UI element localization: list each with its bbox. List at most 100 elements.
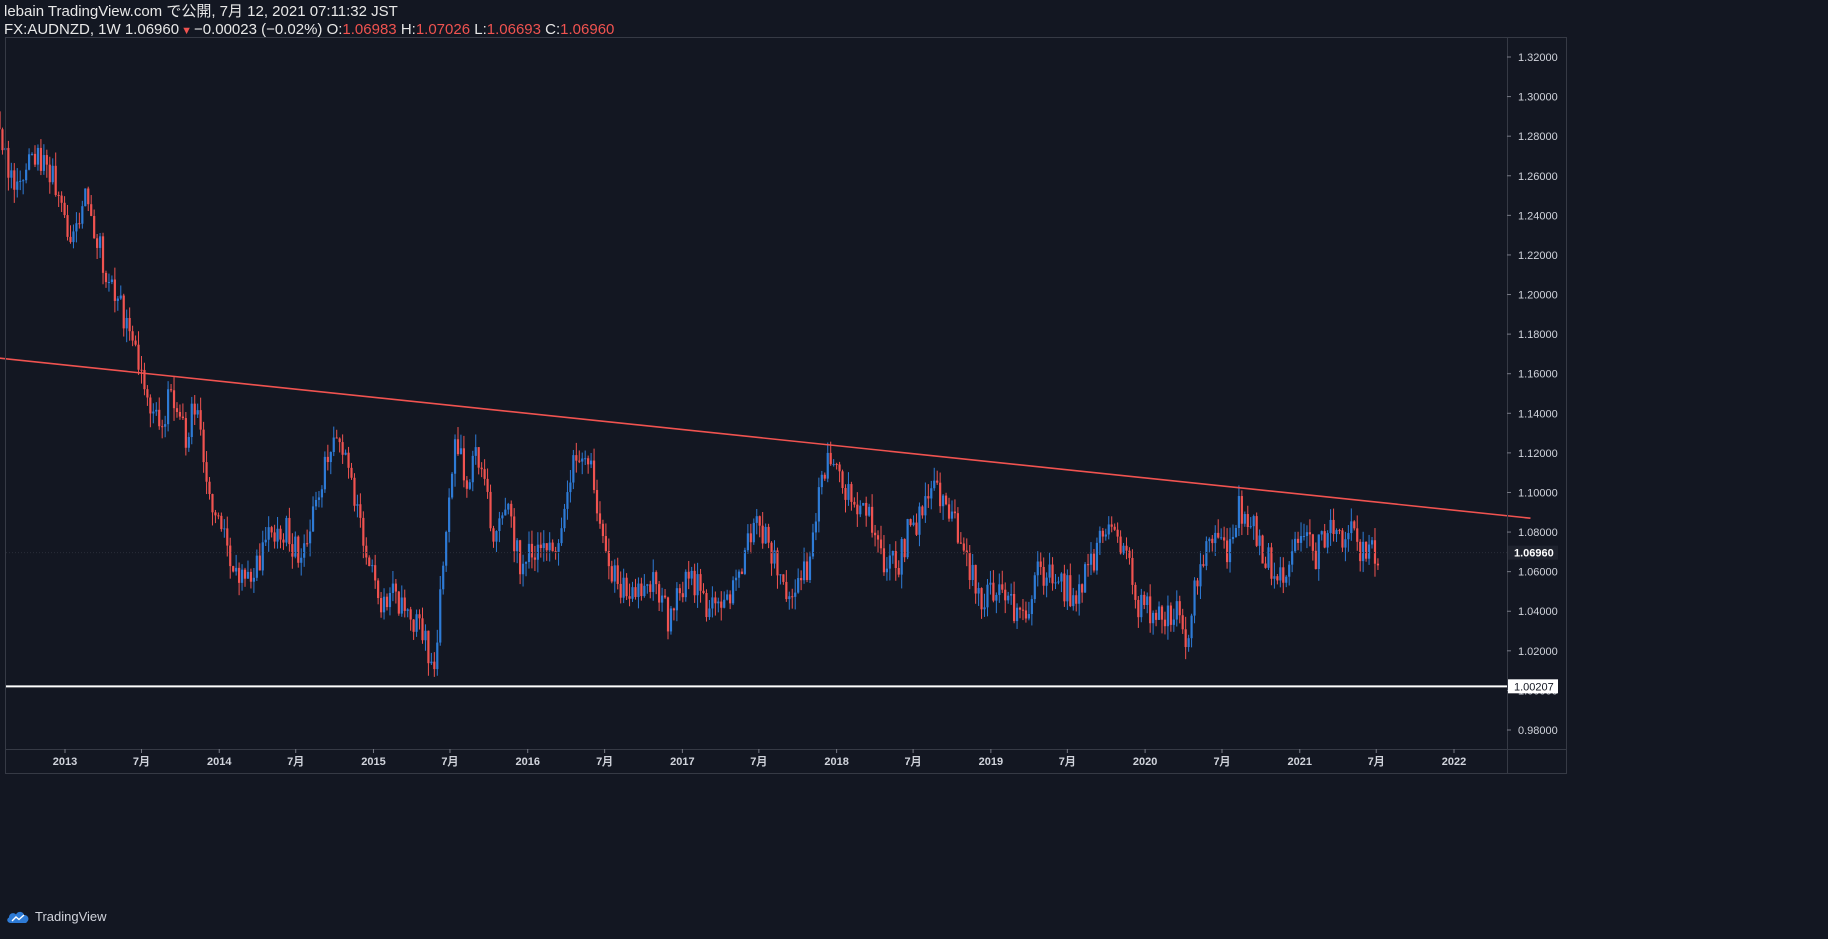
candle-body [853, 501, 856, 505]
candle-body [693, 570, 696, 596]
candle-body [1122, 545, 1125, 554]
candle-body [134, 340, 137, 345]
candle-body [75, 223, 78, 232]
candle-body [1365, 541, 1368, 559]
y-tick-label: 1.02000 [1518, 646, 1558, 658]
candle-body [1356, 528, 1359, 542]
candle-body [986, 584, 989, 608]
candle-body [894, 551, 897, 569]
candle-body [601, 523, 605, 537]
candle-body [530, 543, 534, 558]
candle-body [22, 180, 25, 182]
candle-body [841, 471, 844, 489]
candle-body [930, 488, 933, 499]
candle-body [107, 282, 111, 284]
candle-body [939, 482, 942, 507]
y-tick-label: 1.22000 [1518, 250, 1558, 262]
candle-body [394, 583, 397, 592]
candle-body [164, 424, 167, 427]
candle-body [658, 584, 661, 603]
candle-body [1225, 540, 1229, 563]
candle-body [25, 169, 28, 181]
candle-body [989, 582, 992, 585]
candle-body [1282, 567, 1285, 583]
candle-body [1335, 530, 1338, 535]
candle-body [81, 206, 84, 224]
candle-body [646, 584, 649, 586]
candle-body [764, 526, 767, 544]
candle-body [498, 518, 501, 532]
candle-body [1279, 567, 1282, 581]
candle-body [578, 460, 581, 462]
candle-body [78, 223, 81, 225]
candle-body [1013, 594, 1016, 622]
candle-body [98, 236, 102, 248]
candle-body [669, 608, 673, 632]
candle-body [397, 591, 400, 614]
support-price-label: 1.00207 [1514, 681, 1554, 693]
candle-body [542, 543, 545, 549]
candle-body [802, 561, 806, 581]
candle-body [927, 496, 930, 499]
candle-body [223, 528, 226, 530]
candle-body [737, 571, 741, 578]
candle-body [1270, 547, 1273, 579]
candle-body [1143, 594, 1146, 606]
candle-body [462, 448, 466, 481]
candle-body [374, 565, 377, 581]
symbol-label: FX:AUDNZD, 1W [4, 21, 121, 38]
x-tick-label: 7月 [905, 755, 922, 768]
candle-body [1030, 599, 1033, 615]
candle-body [785, 581, 788, 600]
descending-trendline[interactable] [0, 357, 1531, 519]
candle-body [169, 389, 173, 391]
candle-body [782, 574, 785, 582]
candle-body [246, 571, 250, 579]
candle-body [1329, 519, 1332, 534]
candle-body [805, 561, 809, 581]
candle-body [415, 614, 418, 632]
candle-body [847, 484, 850, 500]
candle-body [1311, 534, 1314, 551]
candle-body [1285, 576, 1288, 583]
x-tick-label: 7月 [596, 755, 613, 768]
candle-body [93, 215, 96, 239]
candle-body [1119, 536, 1122, 554]
candle-body [974, 564, 977, 594]
candle-body [63, 202, 66, 216]
candle-body [229, 545, 232, 567]
candle-body [794, 592, 797, 597]
candle-body [1296, 538, 1300, 543]
candle-body [743, 550, 747, 574]
candle-body [740, 571, 744, 574]
candle-body [734, 577, 738, 581]
high-value: 1.07026 [415, 21, 471, 38]
candle-body [1217, 532, 1220, 538]
x-tick-label: 2021 [1288, 756, 1312, 768]
last-price-tag [1508, 545, 1558, 560]
candle-body [634, 587, 637, 598]
candle-body [314, 499, 318, 507]
candle-body [214, 512, 217, 516]
candle-body [959, 542, 962, 544]
candle-body [492, 528, 495, 542]
candle-body [995, 594, 998, 601]
footer-brand[interactable]: TradingView [6, 909, 107, 924]
candle-body [190, 403, 193, 438]
candle-body [1187, 638, 1190, 648]
candle-body [137, 344, 140, 370]
candle-body [873, 532, 877, 536]
drawings [0, 357, 1531, 688]
candle-body [140, 369, 143, 371]
candle-body [1083, 564, 1087, 593]
candle-body [300, 557, 303, 563]
high-label: H: [400, 21, 416, 38]
candle-body [752, 522, 755, 543]
candle-body [666, 597, 670, 632]
candle-body [950, 511, 954, 519]
candle-body [379, 598, 383, 613]
candle-body [288, 517, 291, 545]
candle-body [306, 543, 309, 545]
candle-body [1125, 545, 1128, 551]
